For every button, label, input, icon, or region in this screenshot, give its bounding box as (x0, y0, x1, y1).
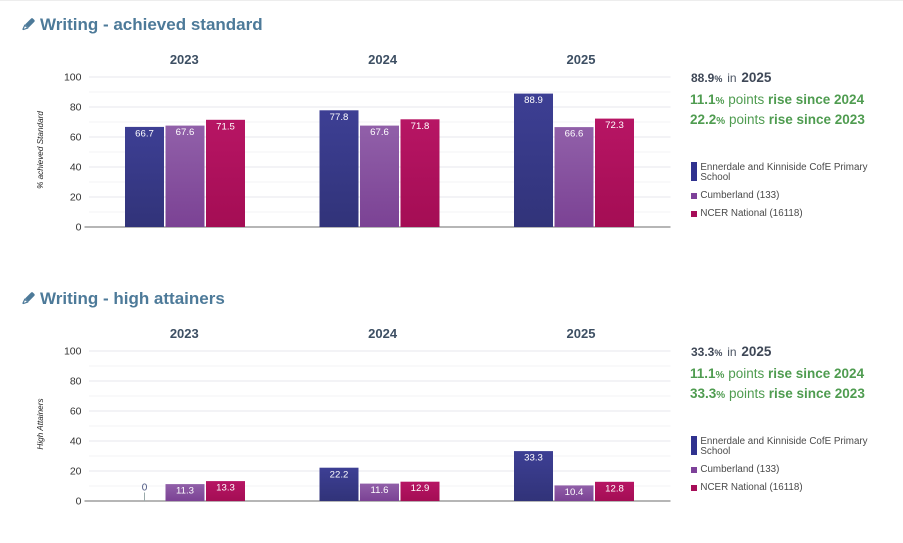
svg-text:100: 100 (64, 72, 82, 84)
svg-text:22.2: 22.2 (330, 469, 349, 480)
svg-text:60: 60 (70, 406, 82, 418)
svg-text:12.9: 12.9 (411, 483, 430, 494)
svg-text:0: 0 (76, 222, 82, 233)
svg-text:71.8: 71.8 (411, 121, 430, 132)
svg-text:72.3: 72.3 (605, 120, 624, 131)
svg-text:66.6: 66.6 (565, 129, 584, 140)
svg-text:33.3: 33.3 (524, 453, 543, 464)
svg-text:11.3: 11.3 (176, 486, 194, 497)
svg-text:% achieved Standard: % achieved Standard (36, 111, 45, 189)
svg-text:71.5: 71.5 (216, 121, 235, 132)
svg-text:0: 0 (142, 483, 148, 494)
svg-text:100: 100 (64, 346, 82, 358)
svg-text:67.6: 67.6 (176, 127, 195, 138)
svg-text:High Attainers: High Attainers (36, 398, 45, 449)
svg-text:2025: 2025 (567, 326, 596, 341)
svg-text:2024: 2024 (368, 326, 398, 341)
svg-text:40: 40 (70, 436, 82, 448)
svg-text:40: 40 (70, 162, 82, 174)
svg-text:11.6: 11.6 (371, 485, 389, 496)
svg-text:60: 60 (70, 132, 82, 144)
svg-text:2023: 2023 (170, 52, 199, 67)
svg-text:0: 0 (76, 496, 82, 507)
svg-text:67.6: 67.6 (370, 127, 389, 138)
svg-text:80: 80 (70, 376, 82, 388)
svg-text:66.7: 66.7 (135, 129, 154, 140)
svg-text:10.4: 10.4 (565, 487, 584, 498)
svg-text:12.8: 12.8 (605, 483, 624, 494)
svg-text:20: 20 (70, 466, 82, 478)
svg-text:20: 20 (70, 192, 82, 204)
svg-text:13.3: 13.3 (216, 483, 235, 494)
svg-text:2024: 2024 (368, 52, 398, 67)
svg-text:2023: 2023 (170, 326, 199, 341)
svg-text:2025: 2025 (567, 52, 596, 67)
svg-text:80: 80 (70, 102, 82, 114)
svg-text:77.8: 77.8 (330, 112, 349, 123)
svg-text:88.9: 88.9 (524, 95, 543, 106)
